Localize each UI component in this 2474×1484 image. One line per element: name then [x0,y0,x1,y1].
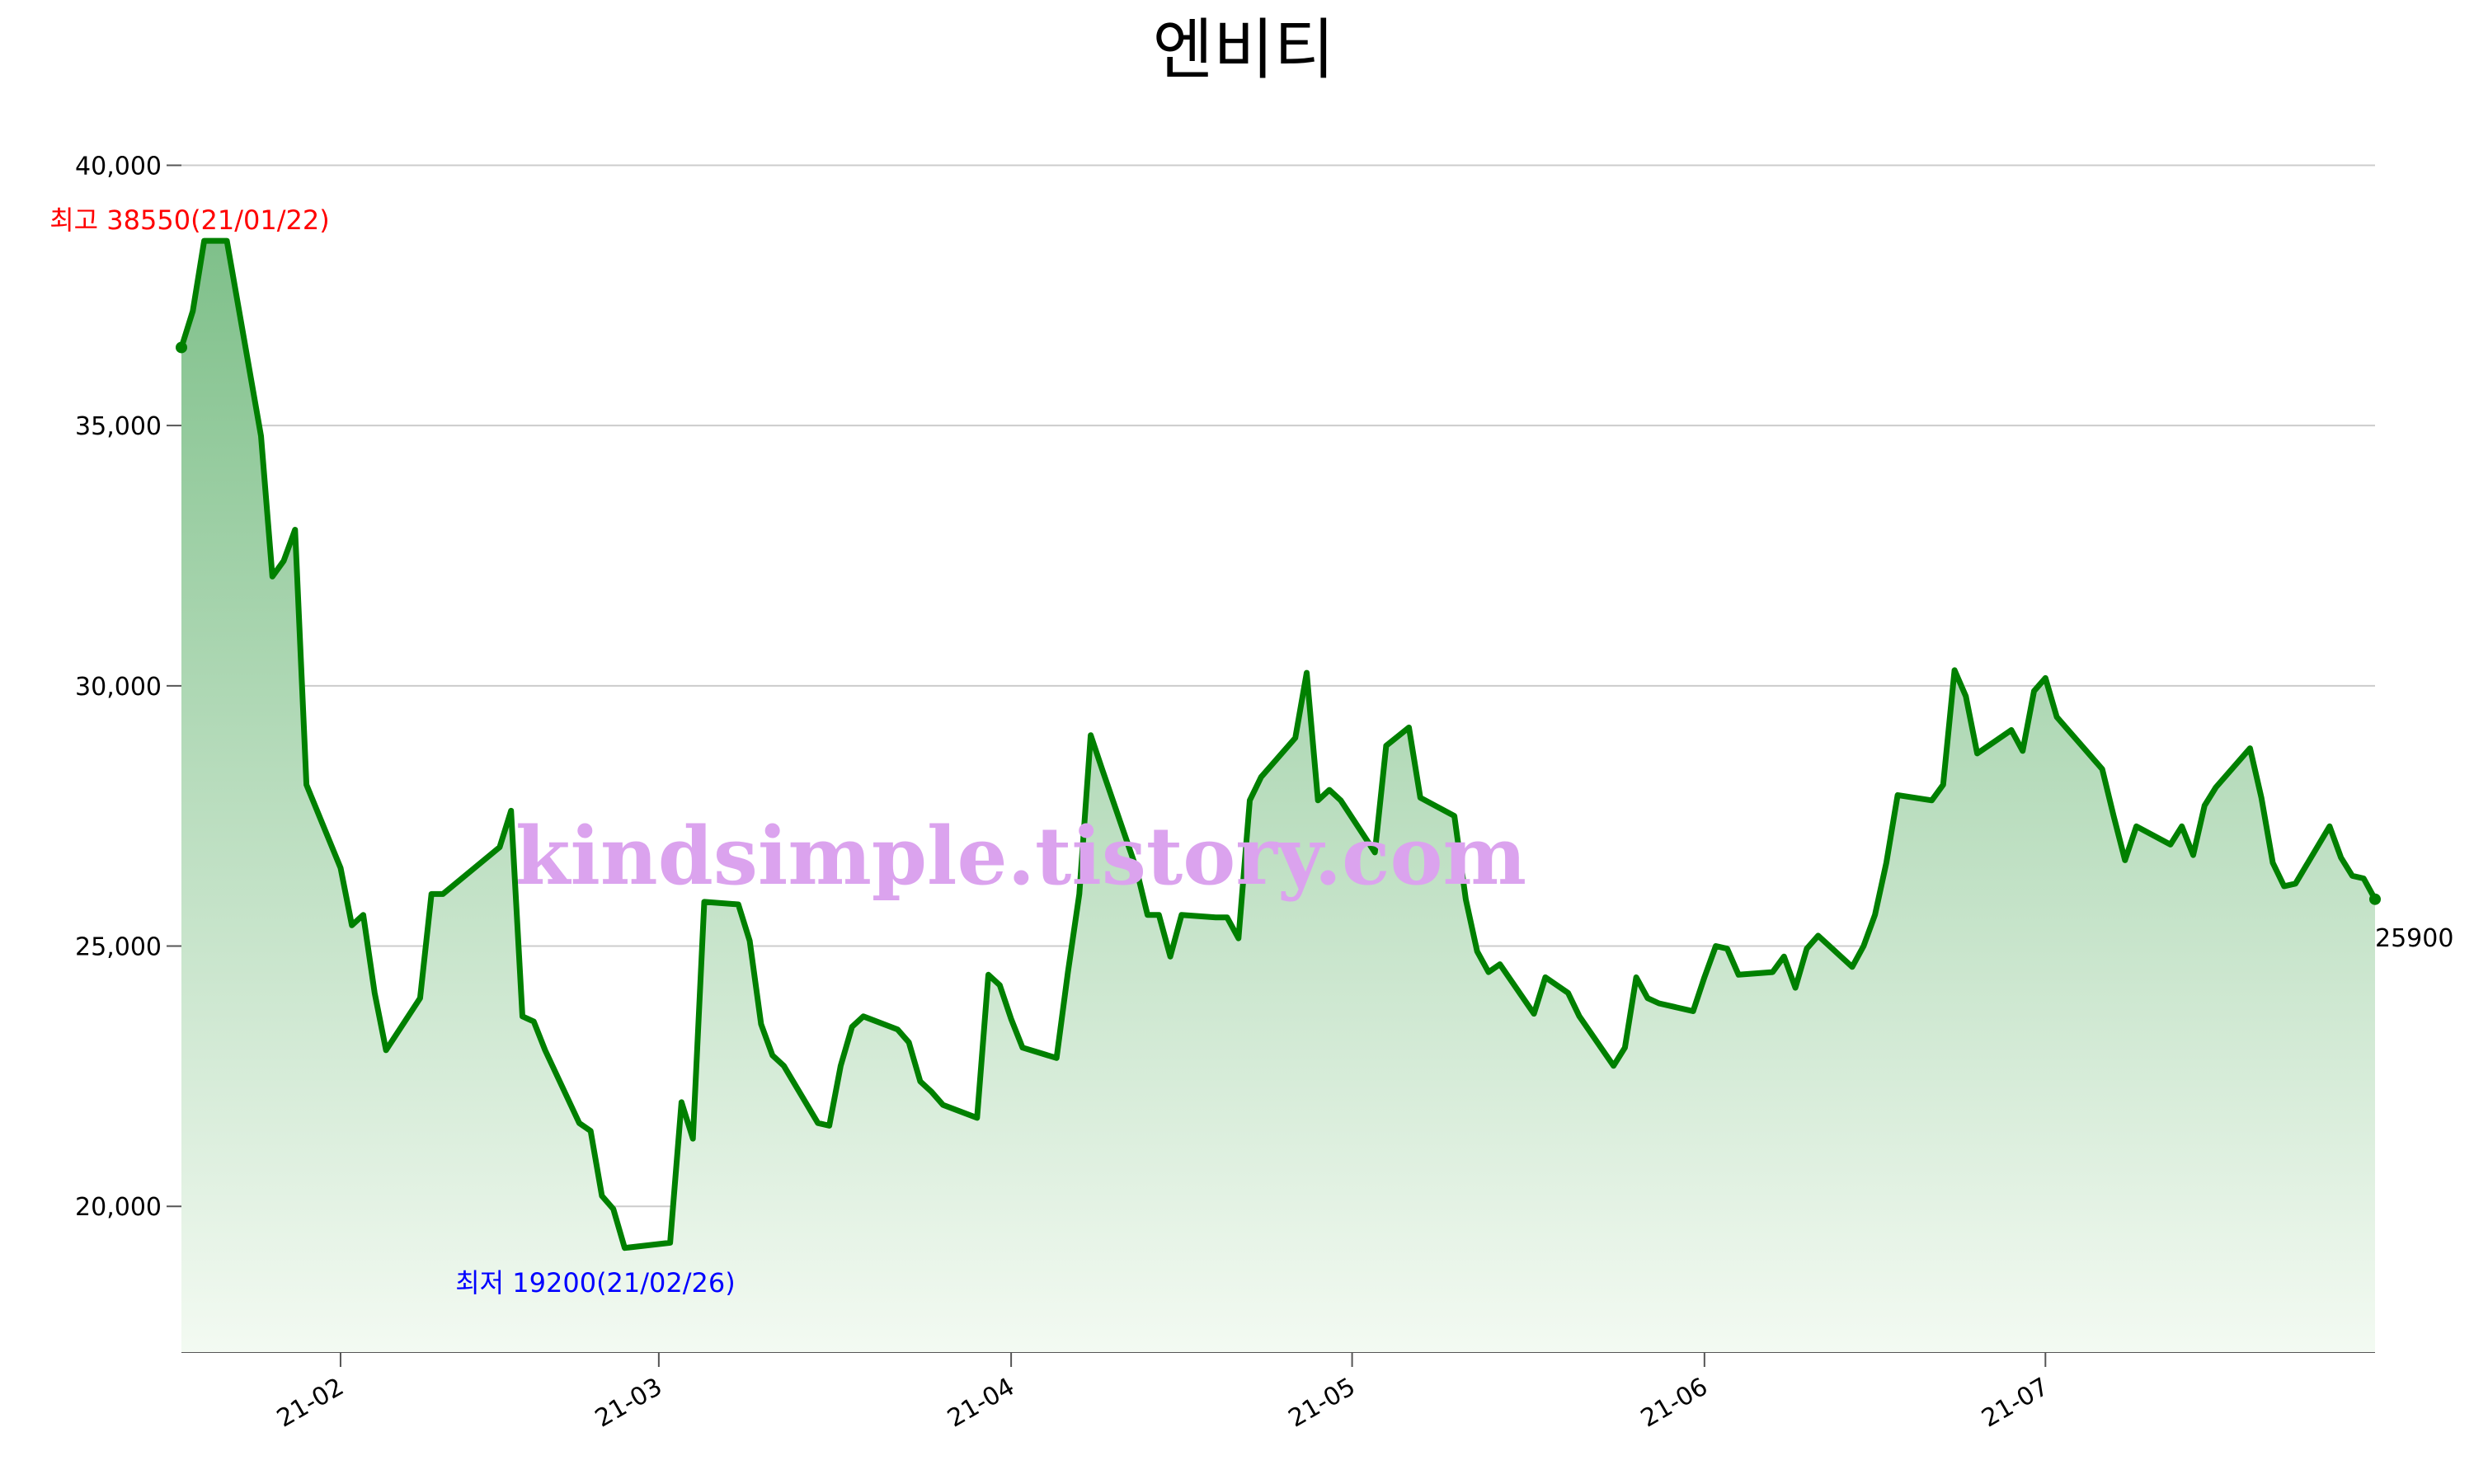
start-point-marker [176,341,187,354]
x-tick-label: 21-02 [272,1373,349,1434]
x-tick-label: 21-03 [590,1373,667,1434]
price-line [178,237,2378,1252]
min-price-label: 최저 19200(21/02/26) [455,1267,736,1298]
x-tick-label: 21-07 [1977,1373,2053,1434]
y-tick-label: 30,000 [75,673,162,702]
x-tick-label: 21-06 [1636,1373,1713,1434]
end-point-marker [2369,893,2381,905]
x-axis: 21-02 21-03 21-04 21-05 21-06 21-07 [181,1351,2375,1434]
price-area-fill [181,241,2375,1353]
chart-title: 엔비티 [1153,12,1335,88]
y-tick-label: 20,000 [75,1193,162,1222]
watermark-text: kindsimple.tistory.com [515,810,1526,903]
y-tick-label: 25,000 [75,933,162,962]
y-tick-label: 35,000 [75,412,162,441]
x-tick-label: 21-04 [943,1373,1019,1434]
max-price-label: 최고 38550(21/01/22) [49,204,330,236]
y-tick-label: 40,000 [75,153,162,181]
y-axis: 20,000 25,000 30,000 35,000 40,000 [75,153,181,1222]
x-tick-label: 21-05 [1284,1373,1361,1434]
last-price-label: 25900 [2375,924,2453,953]
